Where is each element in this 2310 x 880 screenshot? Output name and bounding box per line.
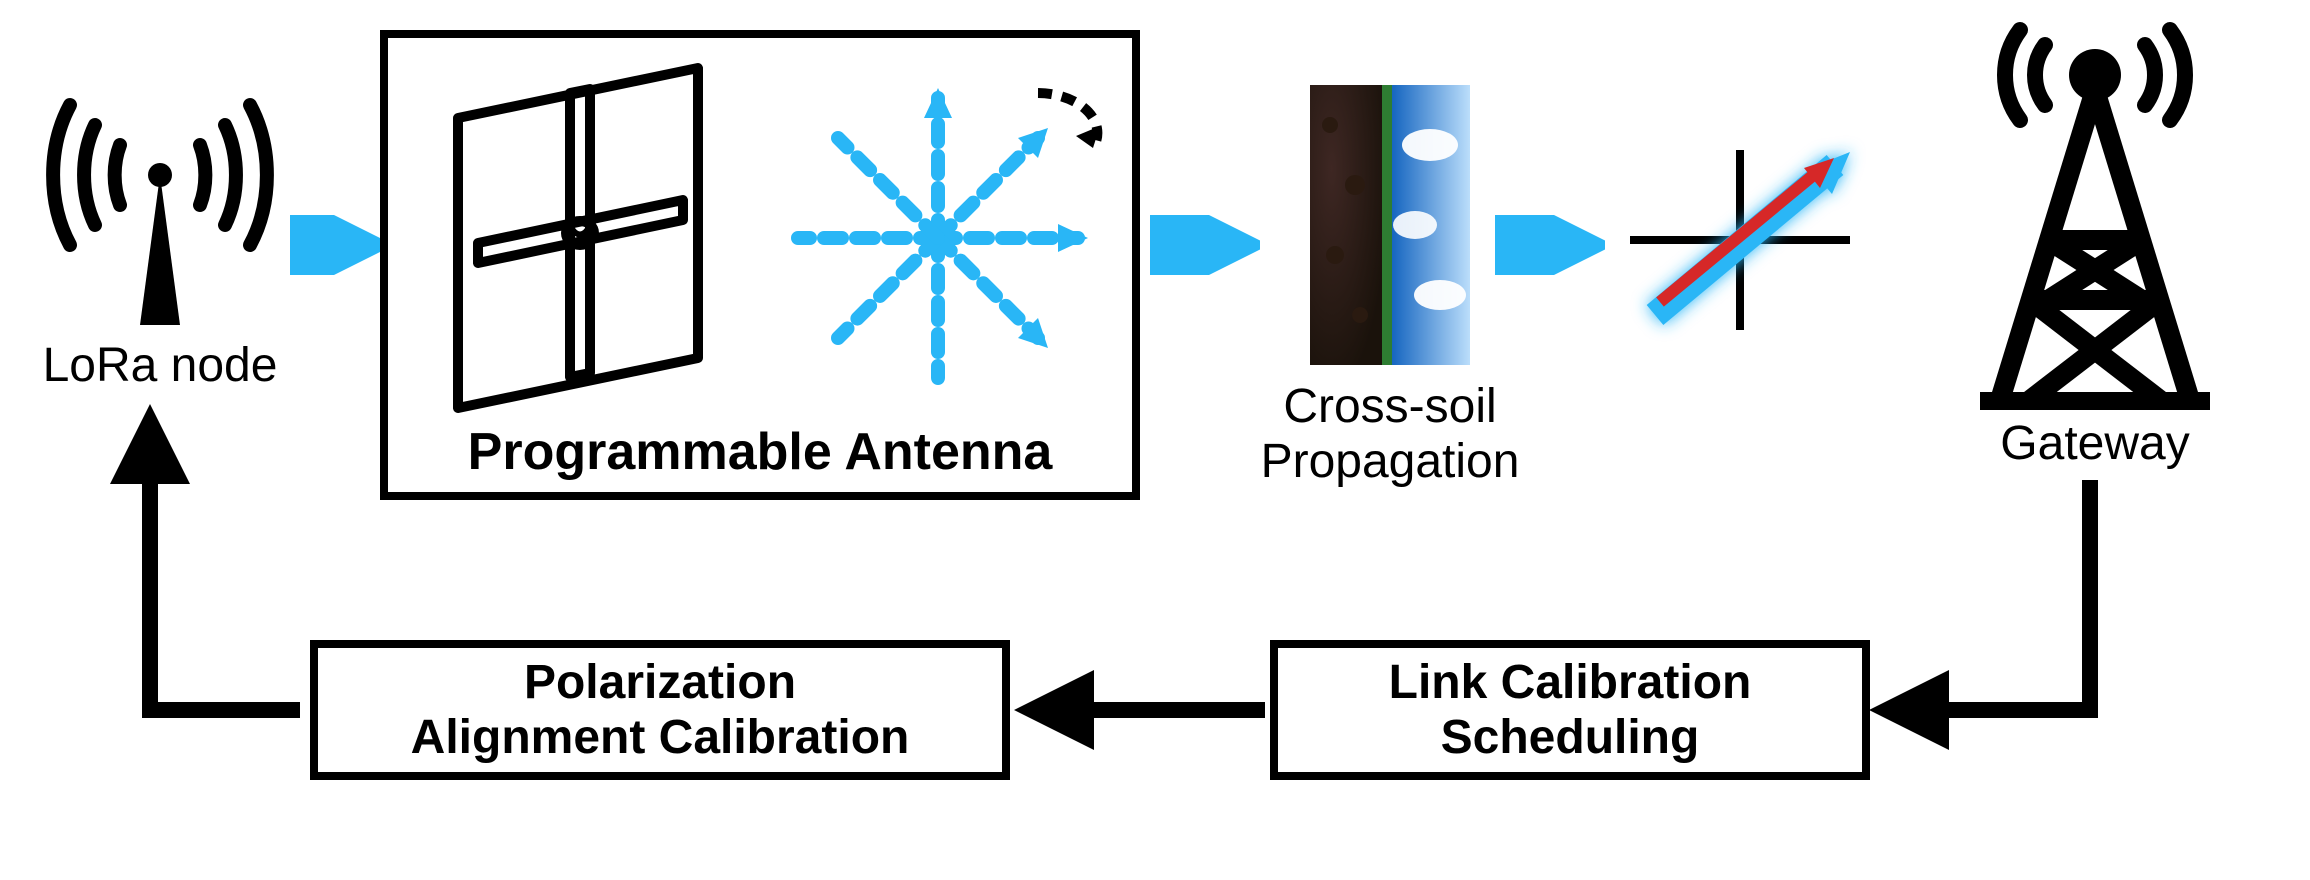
link-cal-label: Link Calibration Scheduling — [1389, 655, 1752, 765]
polarization-calibration-box: Polarization Alignment Calibration — [310, 640, 1010, 780]
pol-cal-label: Polarization Alignment Calibration — [411, 655, 910, 765]
link-calibration-box: Link Calibration Scheduling — [1270, 640, 1870, 780]
